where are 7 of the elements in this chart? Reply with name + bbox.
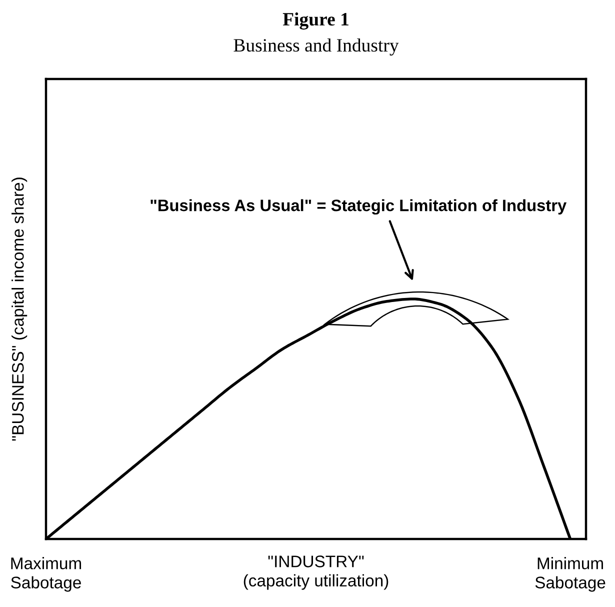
chart-title: Figure 1 [282,12,348,30]
x-tick-label: Maximum Sabotage [11,557,82,592]
x-axis-title: "INDUSTRY" (capacity utilization) [244,556,388,590]
chart-subtitle: Business and Industry [234,38,399,56]
y-axis-title: "BUSINESS" (capital income share) [12,178,28,441]
x-tick-label: Minimum Sabotage [535,557,606,592]
text: "Business As Usual" = Stategic Limitation of Industry [150,199,567,215]
